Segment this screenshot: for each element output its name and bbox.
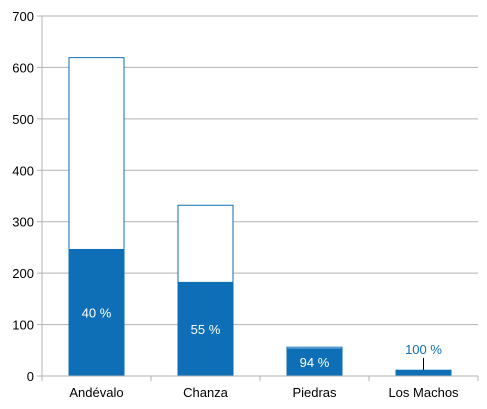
y-tick-label: 0 [27, 369, 34, 384]
bar-filled [286, 348, 343, 376]
bar-filled [68, 248, 125, 376]
bars [68, 57, 452, 377]
y-tick-label: 100 [12, 318, 34, 333]
y-tick-label: 400 [12, 163, 34, 178]
y-tick-label: 300 [12, 215, 34, 230]
bar-filled [177, 281, 234, 376]
x-category-label: Piedras [292, 385, 337, 400]
data-label: 100 % [405, 342, 442, 357]
x-category-label: Andévalo [69, 385, 123, 400]
data-label: 94 % [300, 355, 330, 370]
y-axis: 0 100 200 300 400 500 600 700 [12, 9, 43, 384]
y-tick-label: 600 [12, 60, 34, 75]
data-label: 55 % [191, 322, 221, 337]
y-tick-label: 700 [12, 9, 34, 24]
data-labels: 40 % 55 % 94 % 100 % [82, 305, 443, 370]
x-axis: Andévalo Chanza Piedras Los Machos [41, 375, 479, 400]
x-category-label: Chanza [183, 385, 229, 400]
data-label: 40 % [82, 305, 112, 320]
bar-filled [395, 369, 452, 376]
y-tick-label: 200 [12, 266, 34, 281]
x-category-label: Los Machos [388, 385, 459, 400]
y-tick-label: 500 [12, 112, 34, 127]
